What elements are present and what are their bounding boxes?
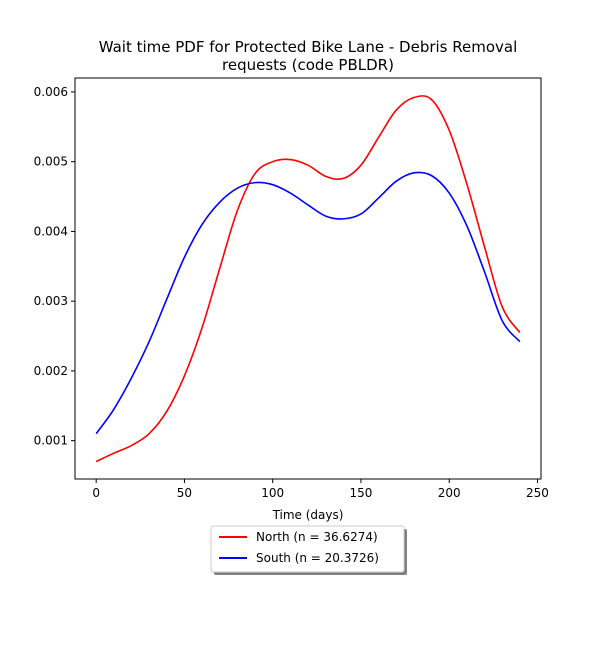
y-tick-label: 0.003 — [34, 294, 68, 308]
chart-title-line-1: Wait time PDF for Protected Bike Lane - … — [99, 38, 518, 56]
x-tick-label: 250 — [526, 486, 549, 500]
plot-area-frame — [74, 77, 542, 480]
y-tick-label: 0.005 — [34, 155, 68, 169]
x-axis-label: Time (days) — [272, 508, 344, 522]
legend-box — [210, 525, 405, 573]
series-layer — [95, 95, 521, 463]
x-tick-label: 150 — [350, 486, 373, 500]
y-tick-label: 0.004 — [34, 224, 68, 238]
y-axis: 0.001 0.002 0.003 0.004 0.005 0.006 — [34, 85, 75, 448]
x-tick-label: 50 — [177, 486, 192, 500]
x-tick-label: 100 — [261, 486, 284, 500]
series-line-north — [95, 95, 521, 463]
chart-title-line-2: requests (code PBLDR) — [222, 56, 394, 74]
x-tick-label: 200 — [438, 486, 461, 500]
x-tick-label: 0 — [92, 486, 100, 500]
legend-label-south: South (n = 20.3726) — [256, 551, 379, 565]
legend: North (n = 36.6274) South (n = 20.3726) — [210, 525, 407, 575]
y-tick-label: 0.002 — [34, 364, 68, 378]
y-tick-label: 0.006 — [34, 85, 68, 99]
series-line-south — [95, 171, 521, 435]
legend-label-north: North (n = 36.6274) — [256, 530, 378, 544]
y-tick-label: 0.001 — [34, 434, 68, 448]
x-axis: 0 50 100 150 200 250 — [92, 479, 549, 500]
